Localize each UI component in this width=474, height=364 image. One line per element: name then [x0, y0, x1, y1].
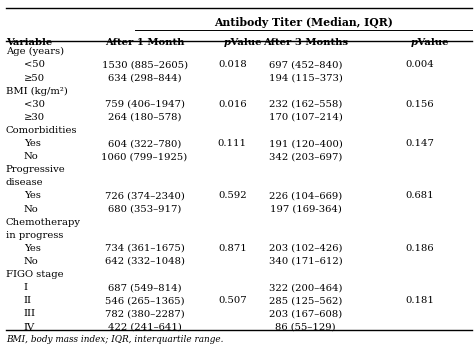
Text: disease: disease — [6, 178, 43, 187]
Text: No: No — [24, 257, 38, 266]
Text: BMI, body mass index; IQR, interquartile range.: BMI, body mass index; IQR, interquartile… — [6, 335, 223, 344]
Text: II: II — [24, 296, 32, 305]
Text: 194 (115–373): 194 (115–373) — [269, 74, 343, 83]
Text: in progress: in progress — [6, 231, 63, 240]
Text: Yes: Yes — [24, 191, 41, 201]
Text: After 3 Months: After 3 Months — [263, 38, 348, 47]
Text: ≥30: ≥30 — [24, 113, 45, 122]
Text: Variable: Variable — [6, 38, 52, 47]
Text: 203 (167–608): 203 (167–608) — [269, 309, 342, 318]
Text: <30: <30 — [24, 100, 45, 109]
Text: p: p — [224, 38, 231, 47]
Text: 0.507: 0.507 — [218, 296, 246, 305]
Text: 726 (374–2340): 726 (374–2340) — [105, 191, 184, 201]
Text: 0.181: 0.181 — [405, 296, 434, 305]
Text: 687 (549–814): 687 (549–814) — [108, 283, 182, 292]
Text: After 1 Month: After 1 Month — [105, 38, 184, 47]
Text: 0.186: 0.186 — [405, 244, 434, 253]
Text: No: No — [24, 152, 38, 161]
Text: Yes: Yes — [24, 139, 41, 148]
Text: 1060 (799–1925): 1060 (799–1925) — [101, 152, 188, 161]
Text: 0.871: 0.871 — [218, 244, 246, 253]
Text: No: No — [24, 205, 38, 214]
Text: Comorbidities: Comorbidities — [6, 126, 77, 135]
Text: Yes: Yes — [24, 244, 41, 253]
Text: 0.681: 0.681 — [405, 191, 434, 201]
Text: 191 (120–400): 191 (120–400) — [269, 139, 343, 148]
Text: 0.004: 0.004 — [405, 60, 434, 70]
Text: 340 (171–612): 340 (171–612) — [269, 257, 343, 266]
Text: Antibody Titer (Median, IQR): Antibody Titer (Median, IQR) — [214, 16, 393, 28]
Text: 782 (380–2287): 782 (380–2287) — [105, 309, 184, 318]
Text: 634 (298–844): 634 (298–844) — [108, 74, 182, 83]
Text: Age (years): Age (years) — [6, 47, 64, 56]
Text: 0.016: 0.016 — [218, 100, 246, 109]
Text: 0.147: 0.147 — [405, 139, 434, 148]
Text: 285 (125–562): 285 (125–562) — [269, 296, 342, 305]
Text: 642 (332–1048): 642 (332–1048) — [105, 257, 184, 266]
Text: Value: Value — [227, 38, 261, 47]
Text: <50: <50 — [24, 60, 45, 70]
Text: 0.156: 0.156 — [405, 100, 434, 109]
Text: FIGO stage: FIGO stage — [6, 270, 64, 279]
Text: 734 (361–1675): 734 (361–1675) — [105, 244, 184, 253]
Text: 264 (180–578): 264 (180–578) — [108, 113, 182, 122]
Text: 697 (452–840): 697 (452–840) — [269, 60, 343, 70]
Text: 1530 (885–2605): 1530 (885–2605) — [101, 60, 188, 70]
Text: 604 (322–780): 604 (322–780) — [108, 139, 181, 148]
Text: 342 (203–697): 342 (203–697) — [269, 152, 342, 161]
Text: 226 (104–669): 226 (104–669) — [269, 191, 342, 201]
Text: BMI (kg/m²): BMI (kg/m²) — [6, 87, 68, 96]
Text: 170 (107–214): 170 (107–214) — [269, 113, 343, 122]
Text: 322 (200–464): 322 (200–464) — [269, 283, 343, 292]
Text: 232 (162–558): 232 (162–558) — [269, 100, 342, 109]
Text: III: III — [24, 309, 36, 318]
Text: p: p — [411, 38, 418, 47]
Text: 422 (241–641): 422 (241–641) — [108, 323, 182, 332]
Text: I: I — [24, 283, 27, 292]
Text: 0.111: 0.111 — [218, 139, 247, 148]
Text: 203 (102–426): 203 (102–426) — [269, 244, 343, 253]
Text: 0.592: 0.592 — [218, 191, 246, 201]
Text: 546 (265–1365): 546 (265–1365) — [105, 296, 184, 305]
Text: 0.018: 0.018 — [218, 60, 246, 70]
Text: 759 (406–1947): 759 (406–1947) — [105, 100, 184, 109]
Text: ≥50: ≥50 — [24, 74, 45, 83]
Text: 86 (55–129): 86 (55–129) — [275, 323, 336, 332]
Text: Value: Value — [414, 38, 448, 47]
Text: 680 (353–917): 680 (353–917) — [108, 205, 181, 214]
Text: Chemotherapy: Chemotherapy — [6, 218, 81, 227]
Text: IV: IV — [24, 323, 35, 332]
Text: 197 (169-364): 197 (169-364) — [270, 205, 342, 214]
Text: Progressive: Progressive — [6, 165, 65, 174]
